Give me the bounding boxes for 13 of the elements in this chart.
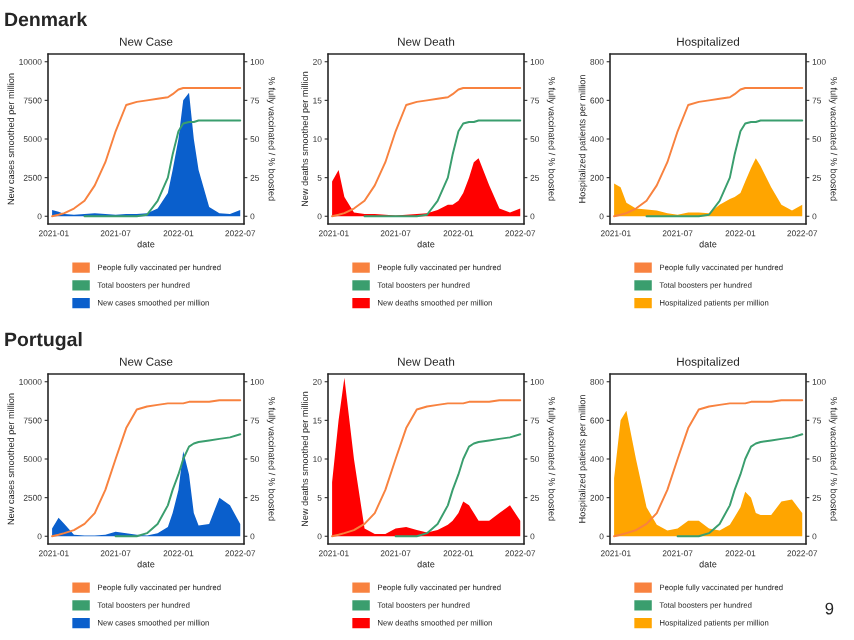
line-series: [83, 119, 242, 218]
line-series: [394, 433, 522, 538]
line-series: [613, 87, 804, 218]
line-series: [363, 119, 522, 218]
line-series: [331, 399, 522, 538]
line-series: [114, 433, 242, 538]
text: Denmark: [5, 12, 88, 27]
text: 9: [825, 602, 834, 615]
line-series: [676, 433, 804, 538]
line-series: [51, 399, 242, 538]
line-series: [645, 119, 804, 218]
text: Portugal: [5, 332, 82, 351]
line-series: [331, 87, 522, 218]
